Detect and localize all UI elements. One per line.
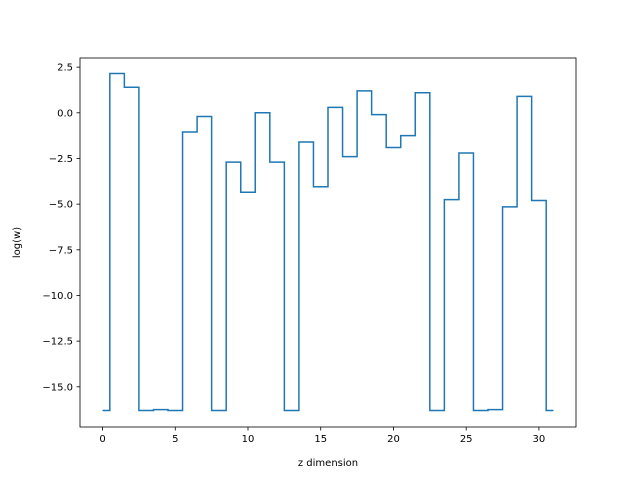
y-tick-label: 2.5 — [57, 63, 73, 74]
series-step-line — [102, 72, 554, 412]
plot-series-layer — [102, 72, 554, 412]
x-tick-label: 5 — [172, 434, 178, 445]
y-tick-label: −2.5 — [49, 154, 73, 165]
y-tick-label: −7.5 — [49, 245, 73, 256]
axes-frame — [79, 57, 577, 428]
y-axis-label: log(w) — [12, 227, 23, 258]
x-tick-label: 25 — [460, 434, 473, 445]
x-tick-label: 10 — [242, 434, 255, 445]
axis-ticks-layer: 0 5 10 15 20 25 30 2.5 0.0 −2.5 −5.0 −7.5 −10.0 −12.5… — [42, 63, 545, 445]
x-tick-label: 20 — [387, 434, 400, 445]
y-tick-label: −15.0 — [42, 382, 73, 393]
x-tick-label: 30 — [533, 434, 546, 445]
y-tick-label: 0.0 — [57, 108, 73, 119]
x-tick-label: 15 — [314, 434, 327, 445]
y-tick-label: −12.5 — [42, 337, 73, 348]
x-tick-label: 0 — [99, 434, 105, 445]
y-tick-label: −5.0 — [49, 200, 73, 211]
y-tick-label: −10.0 — [42, 291, 73, 302]
x-axis-label: z dimension — [298, 458, 358, 469]
